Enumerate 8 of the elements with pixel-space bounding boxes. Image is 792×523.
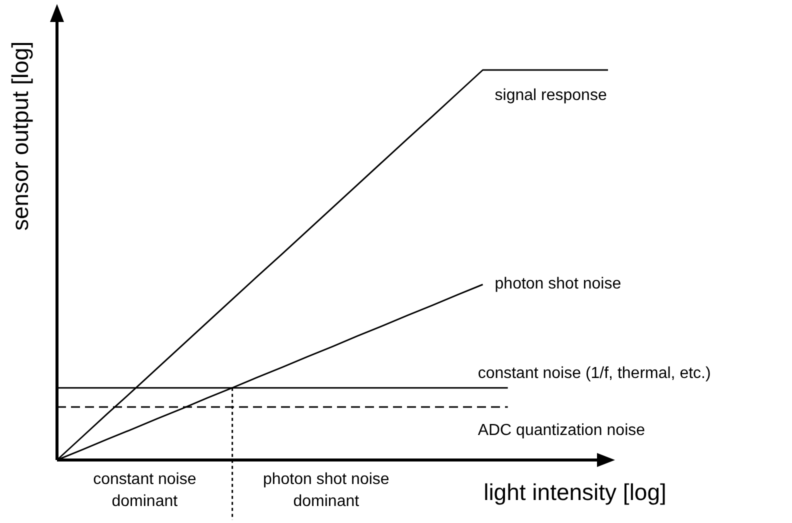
series-label: photon shot noise bbox=[494, 276, 622, 292]
series-label: ADC quantization noise bbox=[478, 422, 646, 439]
series-label: signal response bbox=[494, 87, 607, 104]
x-axis-title: light intensity [log] bbox=[484, 479, 666, 505]
text: constant noise dominant bbox=[93, 471, 196, 510]
y-axis-title: sensor output [log] bbox=[7, 41, 33, 231]
series-label: constant noise (1/f, thermal, etc.) bbox=[478, 364, 711, 382]
text: photon shot noise dominant bbox=[262, 471, 390, 510]
